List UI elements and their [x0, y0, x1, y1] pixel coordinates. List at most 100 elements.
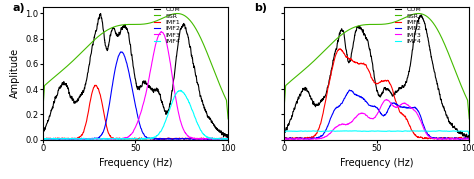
IMF3 — [426, 135, 431, 137]
COM — [188, 48, 194, 50]
COM — [466, 135, 472, 137]
COM — [281, 134, 287, 136]
IMF2 — [281, 138, 287, 140]
Text: b): b) — [254, 3, 267, 13]
COM — [426, 41, 431, 43]
IMF2 — [429, 137, 435, 139]
Line: IMF4: IMF4 — [284, 131, 469, 135]
IMF1 — [185, 137, 191, 140]
IMF2 — [225, 138, 231, 140]
IMF2 — [346, 89, 352, 91]
IMF4 — [167, 107, 173, 109]
SSR — [185, 17, 191, 19]
COM — [300, 88, 306, 90]
IMF3 — [188, 136, 194, 138]
IMF3 — [167, 61, 173, 63]
IMF1 — [466, 138, 472, 140]
IMF4 — [218, 138, 223, 141]
IMF3 — [466, 138, 472, 140]
IMF2 — [167, 138, 173, 140]
IMF1 — [188, 137, 194, 139]
IMF2 — [300, 137, 306, 139]
SSR — [225, 118, 231, 120]
IMF1 — [59, 137, 64, 140]
Line: SSR: SSR — [284, 13, 469, 119]
IMF2 — [69, 139, 74, 141]
SSR — [121, 24, 127, 26]
COM — [185, 33, 191, 35]
Legend: COM, SSR, IMF1, IMF2, IMF3, IMF4: COM, SSR, IMF1, IMF2, IMF3, IMF4 — [394, 6, 422, 45]
IMF2 — [356, 95, 362, 97]
IMF1 — [122, 138, 128, 140]
IMF2 — [409, 107, 414, 109]
SSR — [59, 70, 64, 72]
IMF1 — [409, 129, 414, 131]
Line: IMF3: IMF3 — [284, 100, 469, 139]
IMF4 — [426, 130, 431, 132]
COM — [419, 14, 424, 16]
IMF1 — [337, 48, 343, 50]
IMF1 — [62, 139, 68, 141]
IMF4 — [185, 98, 191, 100]
Line: SSR: SSR — [43, 13, 228, 119]
SSR — [300, 70, 306, 72]
IMF3 — [225, 139, 231, 141]
IMF2 — [122, 55, 128, 58]
SSR — [429, 20, 435, 22]
IMF4 — [121, 138, 127, 140]
Y-axis label: Amplitude: Amplitude — [9, 48, 20, 98]
COM — [59, 84, 64, 86]
IMF4 — [115, 138, 120, 140]
Line: IMF1: IMF1 — [284, 49, 469, 139]
SSR — [363, 24, 368, 26]
SSR — [356, 25, 362, 27]
SSR — [115, 25, 120, 27]
IMF2 — [306, 138, 312, 140]
SSR — [408, 14, 414, 16]
IMF1 — [225, 138, 231, 140]
IMF2 — [59, 138, 64, 140]
IMF1 — [40, 138, 46, 140]
IMF2 — [118, 51, 124, 53]
COM — [115, 34, 121, 36]
IMF4 — [40, 138, 46, 140]
IMF3 — [356, 113, 362, 115]
SSR — [426, 17, 431, 19]
IMF2 — [40, 138, 46, 141]
COM — [363, 36, 368, 38]
SSR — [416, 12, 421, 14]
IMF1 — [429, 137, 435, 139]
IMF3 — [59, 137, 64, 139]
Line: IMF4: IMF4 — [43, 90, 228, 139]
IMF1 — [115, 138, 121, 140]
Line: IMF2: IMF2 — [43, 52, 228, 140]
COM — [429, 59, 435, 62]
IMF4 — [281, 134, 287, 136]
IMF1 — [93, 84, 99, 86]
IMF3 — [363, 114, 368, 116]
SSR — [188, 20, 194, 22]
X-axis label: Frequency (Hz): Frequency (Hz) — [340, 158, 413, 168]
COM — [408, 59, 414, 61]
Line: IMF3: IMF3 — [43, 32, 228, 140]
SSR — [167, 14, 173, 16]
COM — [98, 13, 103, 15]
IMF4 — [59, 138, 64, 140]
SSR — [466, 118, 472, 120]
IMF2 — [188, 138, 194, 140]
SSR — [174, 12, 180, 14]
COM — [465, 136, 471, 139]
IMF4 — [466, 134, 472, 136]
COM — [356, 26, 362, 28]
IMF3 — [121, 137, 127, 139]
SSR — [281, 112, 287, 114]
Line: COM: COM — [284, 15, 469, 137]
IMF4 — [429, 130, 435, 132]
IMF3 — [383, 98, 389, 101]
IMF4 — [356, 130, 362, 132]
IMF2 — [185, 137, 191, 140]
COM — [122, 26, 128, 28]
X-axis label: Frequency (Hz): Frequency (Hz) — [99, 158, 172, 168]
IMF4 — [225, 138, 231, 140]
COM — [167, 102, 173, 105]
